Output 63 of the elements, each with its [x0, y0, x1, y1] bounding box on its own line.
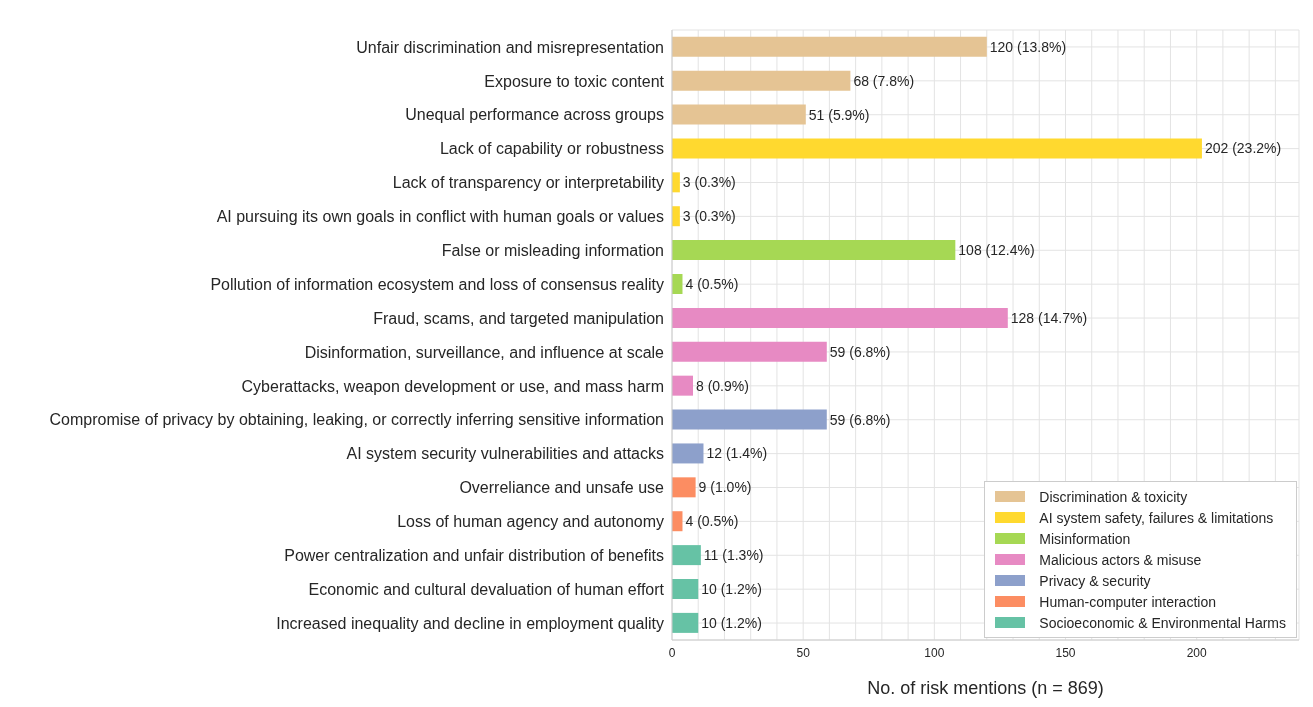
y-tick-label: Unfair discrimination and misrepresentation — [356, 38, 664, 56]
y-tick-label: Fraud, scams, and targeted manipulation — [373, 309, 664, 327]
y-tick-label: Pollution of information ecosystem and loss of consensus reality — [210, 275, 664, 293]
y-tick-label: Lack of transparency or interpretability — [392, 174, 664, 192]
data-label: 51 (5.9%) — [808, 106, 870, 123]
y-tick-label: Overreliance and unsafe use — [459, 479, 665, 497]
legend-label: Human-computer interaction — [1039, 593, 1216, 610]
bar — [672, 307, 1008, 328]
bar — [672, 409, 827, 430]
bar — [672, 104, 806, 125]
y-tick-label: AI pursuing its own goals in conflict with human goals or values — [216, 208, 664, 226]
data-label: 3 (0.3%) — [682, 174, 736, 191]
bar — [672, 375, 693, 396]
data-label: 9 (1.0%) — [698, 479, 752, 496]
x-tick-label: 50 — [796, 645, 811, 660]
bar — [672, 545, 701, 566]
y-tick-label: Lack of capability or robustness — [439, 140, 664, 158]
data-label: 11 (1.3%) — [703, 547, 764, 564]
data-label: 4 (0.5%) — [685, 513, 739, 530]
data-label: 10 (1.2%) — [701, 614, 762, 631]
legend-label: Misinformation — [1039, 530, 1131, 547]
x-tick-label: 150 — [1055, 645, 1076, 660]
x-tick-label: 0 — [668, 645, 676, 660]
x-axis-title: No. of risk mentions (n = 869) — [867, 678, 1104, 698]
legend-label: Malicious actors & misuse — [1039, 551, 1202, 568]
bar — [672, 138, 1202, 159]
data-label: 108 (12.4%) — [958, 242, 1035, 259]
legend-label: Privacy & security — [1039, 572, 1151, 589]
y-tick-label: Disinformation, surveillance, and influence at scale — [304, 343, 665, 361]
y-tick-label: Compromise of privacy by obtaining, leaking, or correctly inferring sensitive information — [49, 411, 664, 429]
x-tick-label: 200 — [1186, 645, 1208, 660]
legend-label: Discrimination & toxicity — [1039, 488, 1188, 505]
y-tick-label: Loss of human agency and autonomy — [397, 513, 664, 531]
y-tick-label: Unequal performance across groups — [405, 106, 664, 124]
bar — [672, 36, 987, 57]
y-tick-label: Exposure to toxic content — [484, 72, 665, 90]
data-label: 3 (0.3%) — [682, 208, 736, 225]
data-label: 4 (0.5%) — [685, 276, 739, 292]
data-label: 68 (7.8%) — [853, 72, 915, 89]
legend-label: AI system safety, failures & limitations — [1039, 509, 1274, 526]
data-label: 128 (14.7%) — [1010, 309, 1088, 326]
bar — [672, 443, 704, 464]
data-label: 59 (6.8%) — [829, 343, 891, 360]
bar — [672, 70, 851, 91]
y-tick-label: Cyberattacks, weapon development or use, and mass harm — [241, 377, 664, 395]
x-tick-label: 100 — [924, 645, 945, 660]
bar — [672, 341, 827, 362]
y-tick-label: AI system security vulnerabilities and attacks — [346, 445, 664, 463]
data-label: 59 (6.8%) — [829, 411, 891, 428]
bar — [672, 579, 699, 599]
data-label: 120 (13.8%) — [989, 38, 1067, 55]
bar — [672, 477, 696, 498]
legend-label: Socioeconomic & Environmental Harms — [1039, 614, 1286, 631]
bar — [672, 612, 699, 633]
data-label: 8 (0.9%) — [695, 377, 749, 394]
y-tick-label: Increased inequality and decline in employment quality — [276, 614, 664, 632]
y-tick-label: Economic and cultural devaluation of human effort — [308, 580, 665, 598]
y-tick-label: False or misleading information — [441, 241, 664, 259]
data-label: 12 (1.4%) — [706, 445, 768, 462]
bar — [672, 240, 956, 261]
y-tick-label: Power centralization and unfair distribution of benefits — [284, 546, 664, 564]
data-label: 202 (23.2%) — [1204, 140, 1282, 157]
data-label: 10 (1.2%) — [701, 581, 762, 597]
